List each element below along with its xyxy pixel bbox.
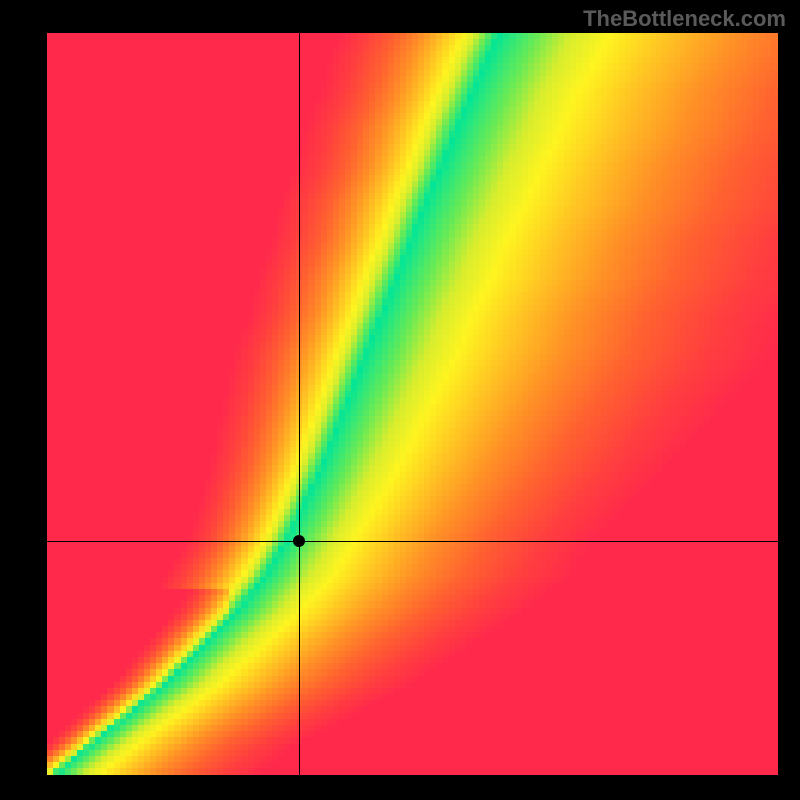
crosshair-vertical <box>299 33 300 775</box>
crosshair-horizontal <box>47 541 778 542</box>
heatmap-canvas <box>47 33 778 775</box>
watermark-text: TheBottleneck.com <box>583 6 786 32</box>
chart-container: TheBottleneck.com <box>0 0 800 800</box>
